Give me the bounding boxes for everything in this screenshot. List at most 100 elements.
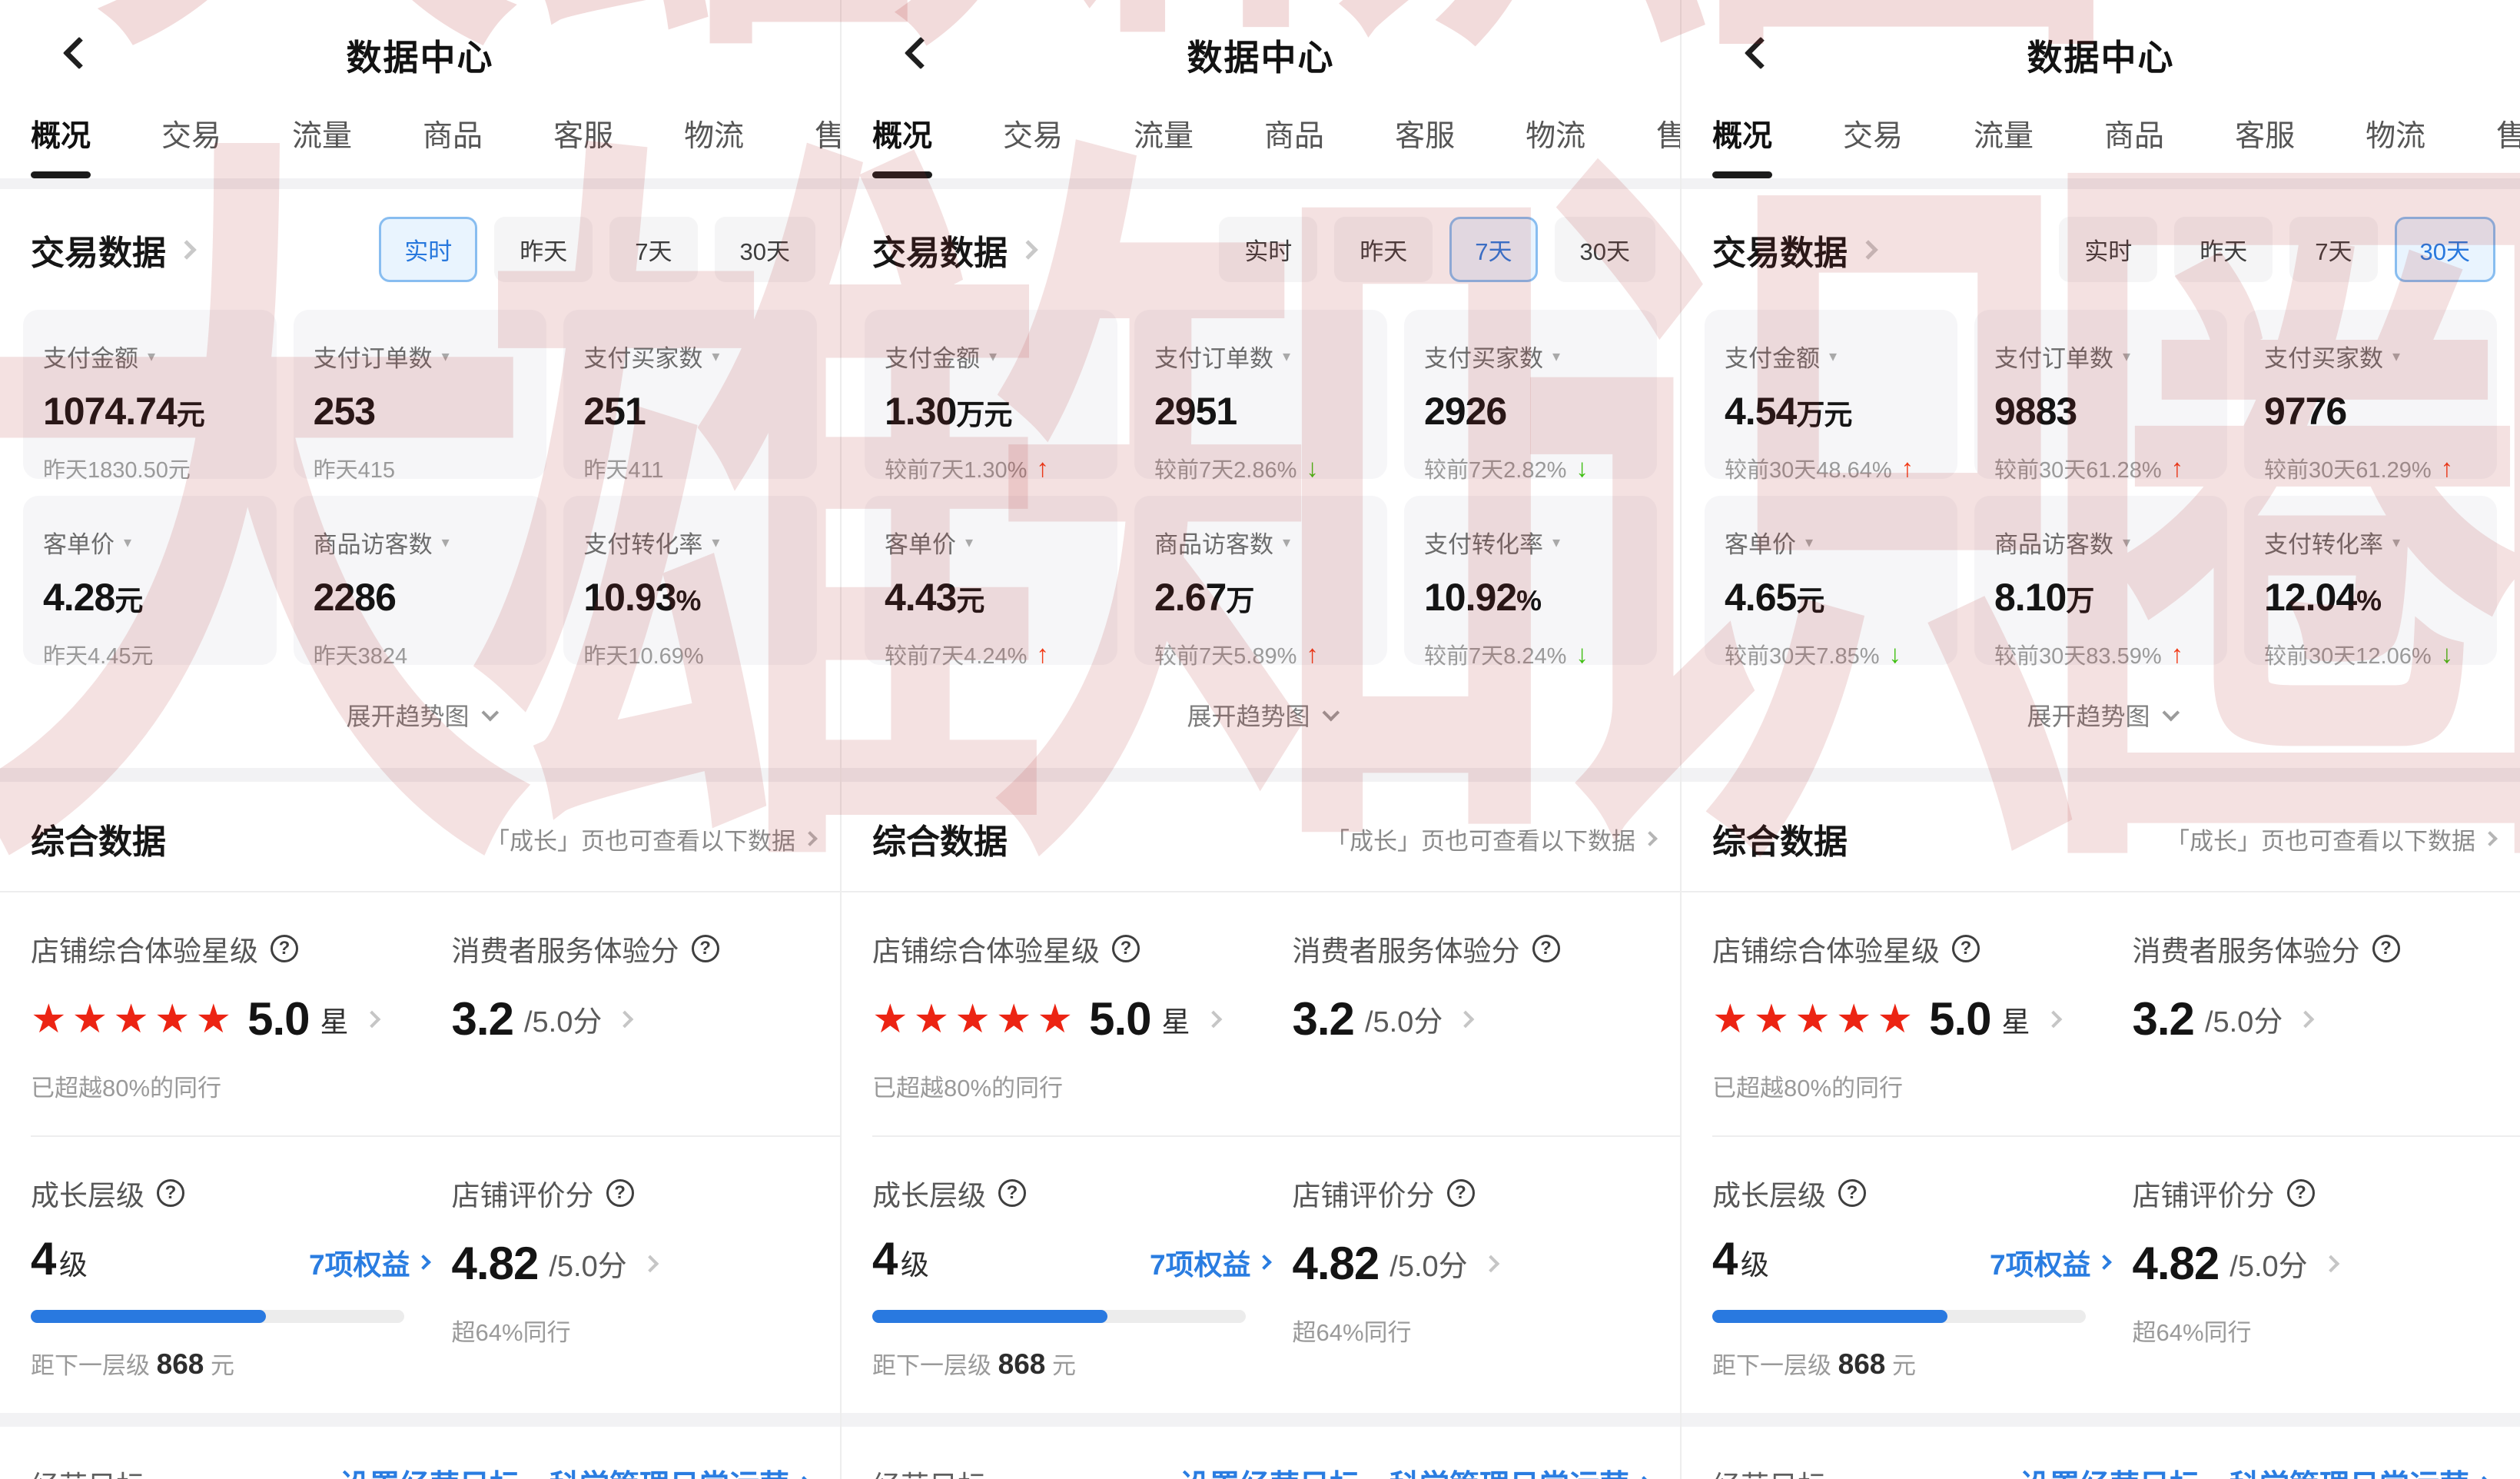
- help-icon[interactable]: [2286, 1179, 2315, 1207]
- metric-card-pay-orders[interactable]: 支付订单数 2951 较前7天2.86%↓: [1134, 310, 1387, 483]
- star-rating-row[interactable]: ★★★★★ 5.0 星: [1712, 992, 2110, 1045]
- tab-service[interactable]: 客服: [553, 120, 614, 153]
- metric-card-pay-amount[interactable]: 支付金额 1.30万元 较前7天1.30%↑: [865, 310, 1117, 483]
- metric-card-pay-amount[interactable]: 支付金额 1074.74元 昨天1830.50元: [23, 310, 277, 483]
- metric-card-pay-buyers[interactable]: 支付买家数 2926 较前7天2.82%↓: [1404, 310, 1657, 483]
- metric-card-pay-amount[interactable]: 支付金额 4.54万元 较前30天48.64%↑: [1705, 310, 1957, 483]
- expand-trend-button[interactable]: 展开趋势图: [1682, 665, 2520, 768]
- service-score-row[interactable]: 3.2 /5.0分: [452, 992, 817, 1045]
- expand-trend-button[interactable]: 展开趋势图: [842, 665, 1680, 768]
- metric-label: 支付订单数: [1994, 345, 2113, 372]
- growth-page-link[interactable]: 「成长」页也可查看以下数据: [486, 822, 818, 856]
- tab-trade[interactable]: 交易: [161, 120, 222, 153]
- filter-7d[interactable]: 7天: [1449, 217, 1538, 282]
- chevron-right-icon: [1457, 1010, 1475, 1028]
- set-goal-link[interactable]: 设置经营目标，科学管理日常运营: [340, 1462, 812, 1479]
- tab-traffic[interactable]: 流量: [292, 120, 353, 153]
- back-icon[interactable]: [904, 36, 938, 70]
- metric-card-product-visitors[interactable]: 商品访客数 2286 昨天3824: [293, 496, 547, 669]
- filter-realtime[interactable]: 实时: [379, 217, 478, 282]
- help-icon[interactable]: [1532, 935, 1560, 962]
- tab-product[interactable]: 商品: [2104, 120, 2165, 153]
- tab-traffic[interactable]: 流量: [1134, 120, 1194, 153]
- tab-logistics[interactable]: 物流: [684, 120, 745, 153]
- benefits-link[interactable]: 7项权益: [1990, 1241, 2112, 1283]
- filter-7d[interactable]: 7天: [609, 217, 698, 282]
- trend-arrow-icon: ↓: [1306, 454, 1319, 482]
- trade-data-title-link[interactable]: 交易数据: [1712, 225, 1878, 274]
- metric-card-pay-buyers[interactable]: 支付买家数 251 昨天411: [563, 310, 817, 483]
- store-rating-row[interactable]: 4.82 /5.0分: [2133, 1237, 2497, 1290]
- metric-card-pay-buyers[interactable]: 支付买家数 9776 较前30天61.29%↑: [2244, 310, 2497, 483]
- metric-card-avg-order-value[interactable]: 客单价 4.65元 较前30天7.85%↓: [1705, 496, 1957, 669]
- help-icon[interactable]: [1112, 935, 1140, 962]
- expand-trend-button[interactable]: 展开趋势图: [0, 665, 840, 768]
- filter-30d[interactable]: 30天: [714, 217, 815, 282]
- star-rating-row[interactable]: ★★★★★ 5.0 星: [31, 992, 429, 1045]
- chevron-down-icon: [481, 703, 499, 722]
- metric-card-avg-order-value[interactable]: 客单价 4.28元 昨天4.45元: [23, 496, 277, 669]
- back-icon[interactable]: [62, 36, 96, 70]
- peer-compare-text: 超64%同行: [1292, 1319, 1412, 1346]
- back-icon[interactable]: [1744, 36, 1778, 70]
- tab-aftersale[interactable]: 售: [2496, 112, 2520, 178]
- metric-card-pay-conversion[interactable]: 支付转化率 10.93% 昨天10.69%: [563, 496, 817, 669]
- tab-product[interactable]: 商品: [1264, 120, 1325, 153]
- metric-card-pay-orders[interactable]: 支付订单数 253 昨天415: [293, 310, 547, 483]
- metric-card-pay-orders[interactable]: 支付订单数 9883 较前30天61.28%↑: [1974, 310, 2227, 483]
- tab-logistics[interactable]: 物流: [2366, 120, 2426, 153]
- set-goal-link[interactable]: 设置经营目标，科学管理日常运营: [1180, 1462, 1652, 1479]
- metric-card-pay-conversion[interactable]: 支付转化率 12.04% 较前30天12.06%↓: [2244, 496, 2497, 669]
- tab-overview[interactable]: 概况: [872, 112, 932, 178]
- filter-7d[interactable]: 7天: [2289, 217, 2378, 282]
- filter-30d[interactable]: 30天: [2394, 217, 2495, 282]
- filter-yesterday[interactable]: 昨天: [494, 217, 593, 282]
- metric-value: 251: [583, 390, 646, 433]
- help-icon[interactable]: [271, 935, 298, 962]
- filter-30d[interactable]: 30天: [1554, 217, 1655, 282]
- help-icon[interactable]: [1446, 1179, 1475, 1207]
- set-goal-link[interactable]: 设置经营目标，科学管理日常运营: [2020, 1462, 2492, 1479]
- trade-data-title-link[interactable]: 交易数据: [872, 225, 1038, 274]
- tab-product[interactable]: 商品: [423, 120, 483, 153]
- service-score-row[interactable]: 3.2 /5.0分: [2133, 992, 2497, 1045]
- help-icon[interactable]: [1952, 935, 1980, 962]
- tab-overview[interactable]: 概况: [1712, 112, 1772, 178]
- filter-yesterday[interactable]: 昨天: [2174, 217, 2273, 282]
- filter-yesterday[interactable]: 昨天: [1334, 217, 1433, 282]
- metric-card-avg-order-value[interactable]: 客单价 4.43元 较前7天4.24%↑: [865, 496, 1117, 669]
- store-rating-row[interactable]: 4.82 /5.0分: [1293, 1237, 1657, 1290]
- help-icon[interactable]: [998, 1179, 1026, 1207]
- help-icon[interactable]: [1838, 1179, 1866, 1207]
- growth-page-link[interactable]: 「成长」页也可查看以下数据: [1326, 822, 1658, 856]
- tab-traffic[interactable]: 流量: [1974, 120, 2034, 153]
- metric-card-product-visitors[interactable]: 商品访客数 2.67万 较前7天5.89%↑: [1134, 496, 1387, 669]
- tab-service[interactable]: 客服: [1395, 120, 1456, 153]
- benefits-link[interactable]: 7项权益: [309, 1241, 431, 1283]
- star-rating-row[interactable]: ★★★★★ 5.0 星: [872, 992, 1270, 1045]
- tab-service[interactable]: 客服: [2235, 120, 2296, 153]
- tab-logistics[interactable]: 物流: [1526, 120, 1586, 153]
- metric-compare: 较前30天12.06% ↓: [2264, 640, 2454, 669]
- filter-realtime[interactable]: 实时: [1219, 217, 1318, 282]
- trade-data-title-link[interactable]: 交易数据: [31, 225, 197, 274]
- help-icon[interactable]: [691, 935, 719, 962]
- help-icon[interactable]: [606, 1179, 634, 1207]
- section-divider: [0, 1413, 840, 1427]
- benefits-link[interactable]: 7项权益: [1150, 1241, 1272, 1283]
- tab-trade[interactable]: 交易: [1843, 120, 1904, 153]
- filter-realtime[interactable]: 实时: [2059, 217, 2158, 282]
- metric-card-product-visitors[interactable]: 商品访客数 8.10万 较前30天83.59%↑: [1974, 496, 2227, 669]
- tab-aftersale[interactable]: 售: [1656, 112, 1680, 178]
- tab-trade[interactable]: 交易: [1003, 120, 1064, 153]
- tab-aftersale[interactable]: 售: [815, 120, 840, 153]
- metric-card-pay-conversion[interactable]: 支付转化率 10.92% 较前7天8.24%↓: [1404, 496, 1657, 669]
- chevron-right-icon: [616, 1010, 634, 1028]
- metric-label: 支付转化率: [583, 531, 703, 558]
- service-score-row[interactable]: 3.2 /5.0分: [1293, 992, 1657, 1045]
- help-icon[interactable]: [2372, 935, 2400, 962]
- growth-page-link[interactable]: 「成长」页也可查看以下数据: [2166, 822, 2498, 856]
- tab-overview[interactable]: 概况: [31, 112, 91, 178]
- help-icon[interactable]: [157, 1179, 184, 1207]
- store-rating-row[interactable]: 4.82 /5.0分: [452, 1237, 817, 1290]
